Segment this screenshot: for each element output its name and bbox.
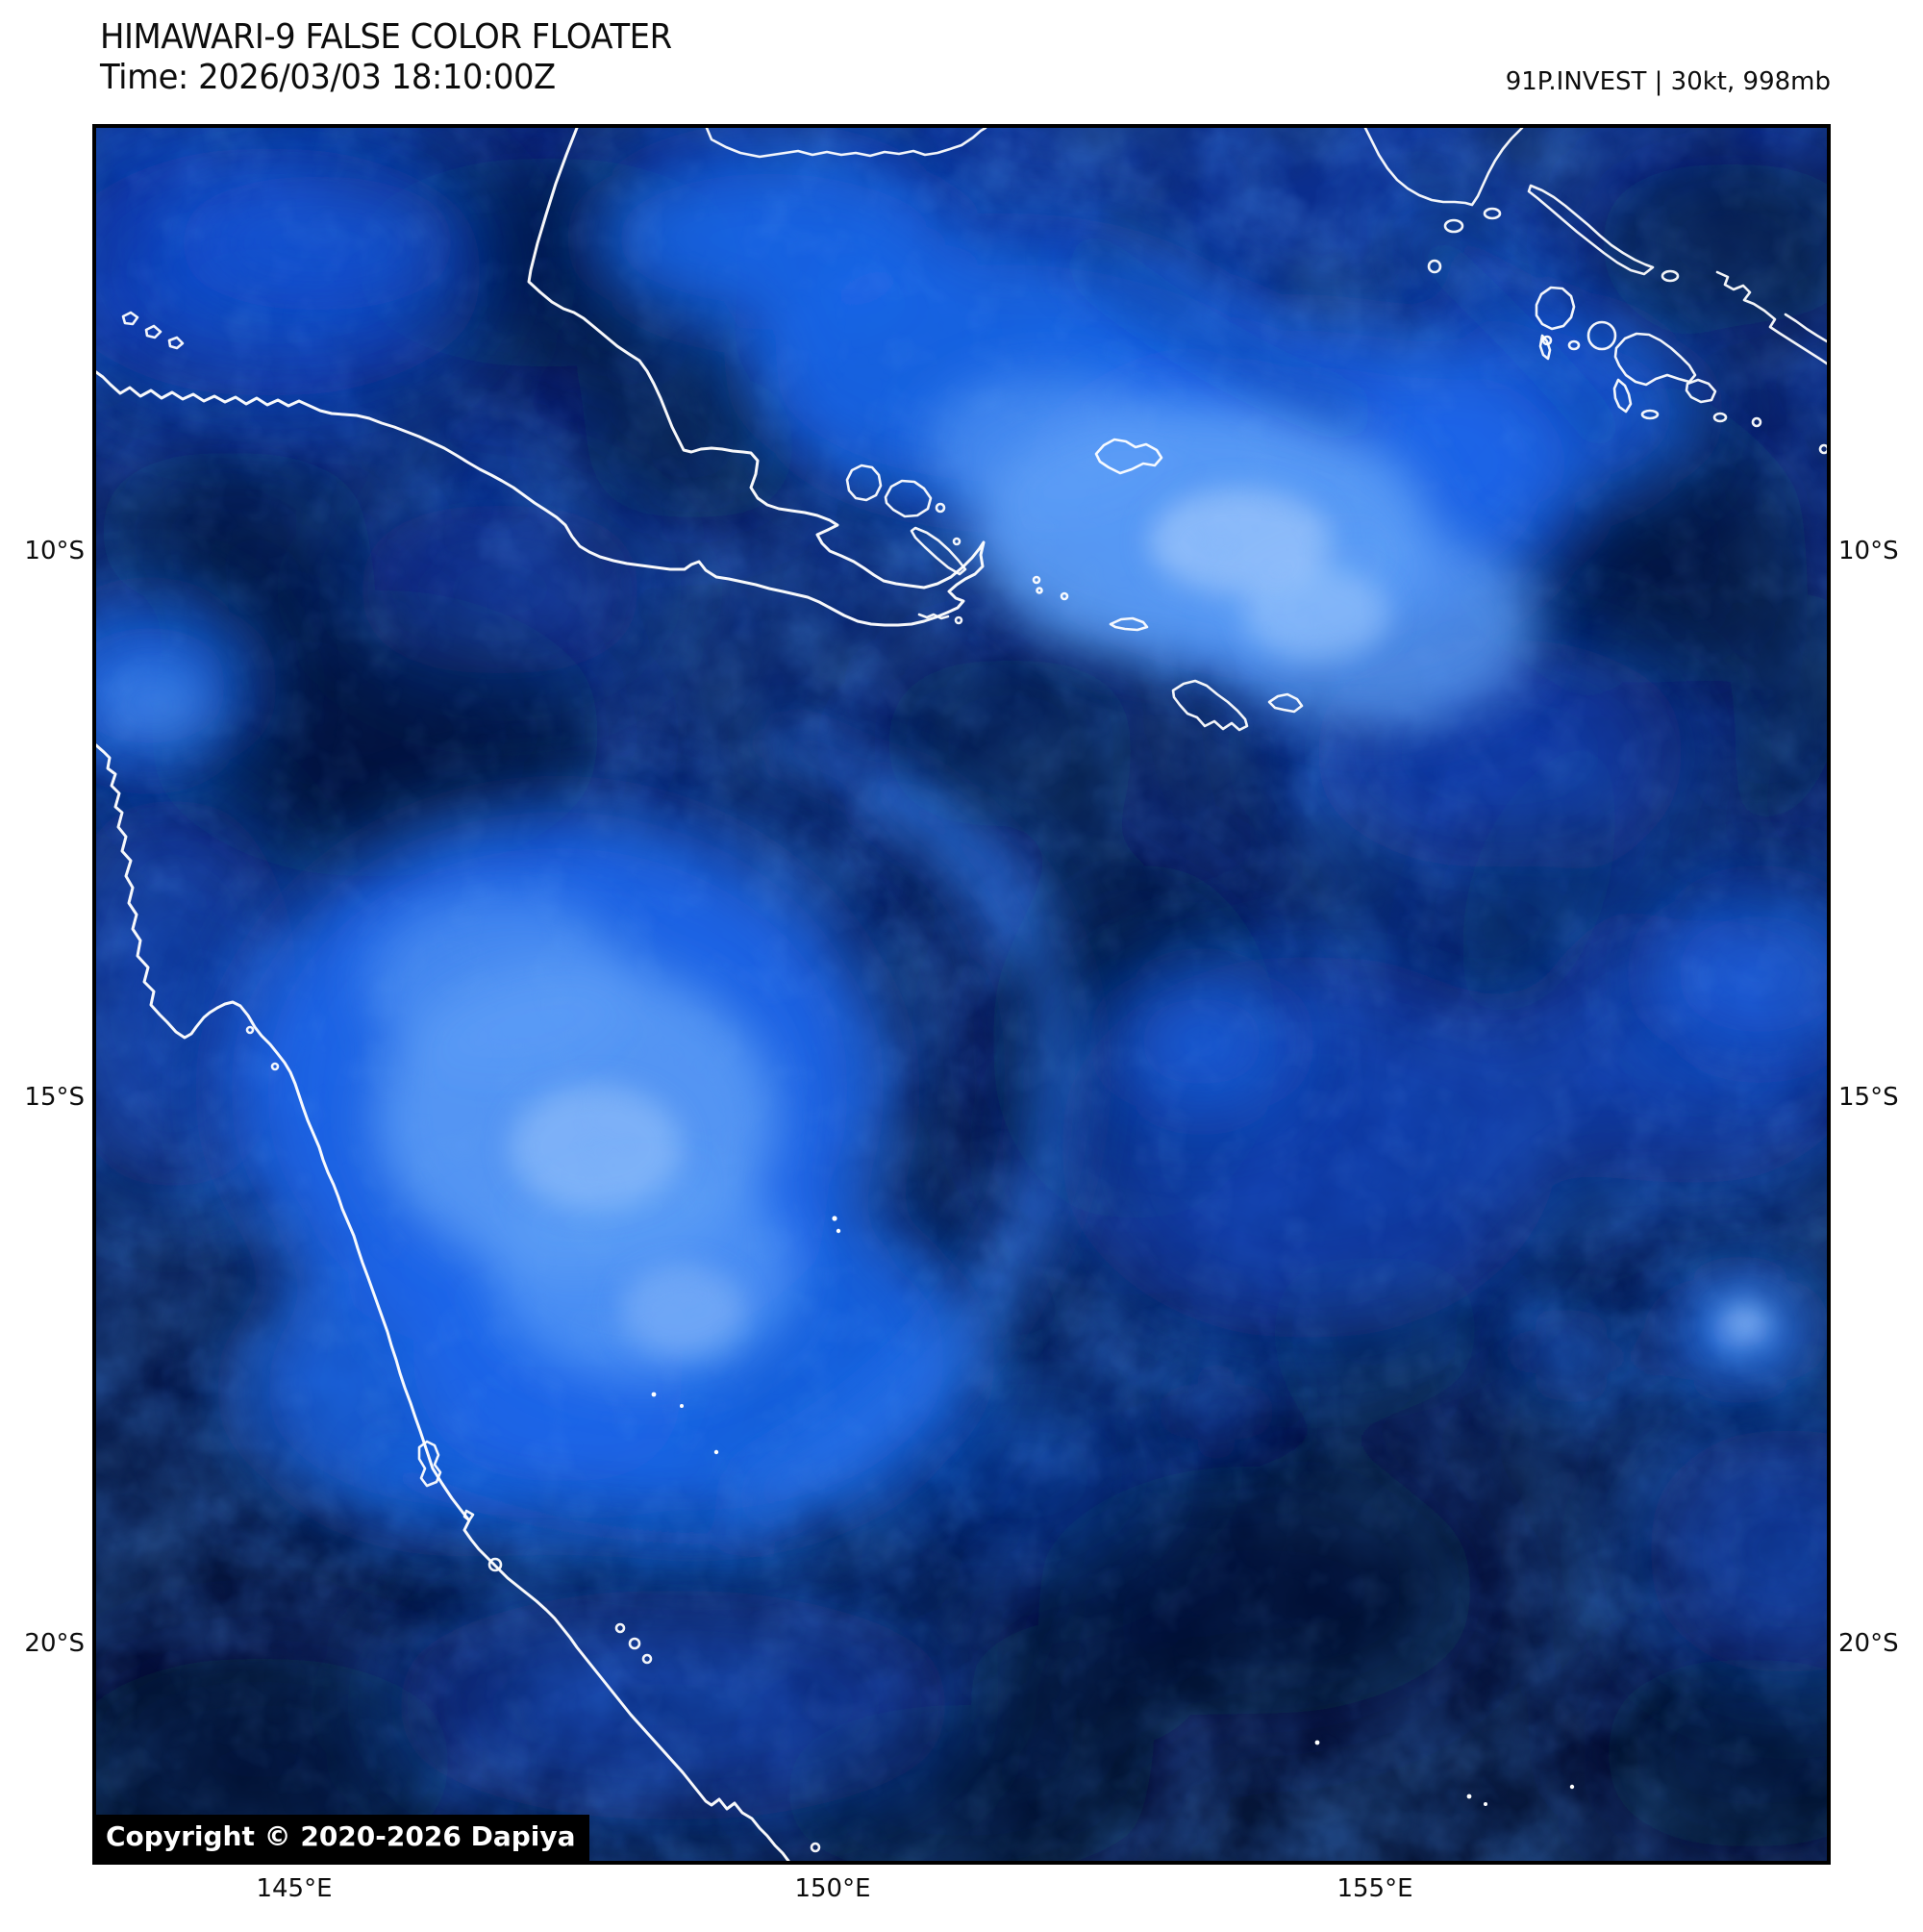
page-title: HIMAWARI-9 FALSE COLOR FLOATER <box>100 17 672 57</box>
island-ranongga <box>1538 334 1552 361</box>
cloud-texture-fine <box>96 128 1827 1861</box>
island-rossel <box>1267 692 1304 714</box>
island-vella-lavella <box>1535 286 1576 331</box>
lon-label-145e: 145°E <box>256 1874 333 1903</box>
islet-dobu <box>935 502 946 514</box>
island-small-east-choiseul <box>1661 269 1680 283</box>
copyright-badge: Copyright © 2020-2026 Dapiya <box>96 1815 589 1861</box>
island-kolombangara <box>1586 320 1617 351</box>
island-fergusson <box>884 479 933 518</box>
timestamp-label: Time: 2026/03/03 18:10:00Z <box>100 58 556 97</box>
islet-gizo <box>1567 339 1581 351</box>
satellite-map-figure: Copyright © 2020-2026 Dapiya <box>92 124 1831 1865</box>
coastlines <box>96 128 1827 1861</box>
island-woodlark <box>1094 438 1163 475</box>
islets-queensland <box>245 1025 821 1853</box>
islet-far-east-1 <box>1751 416 1762 428</box>
coastline-queensland <box>96 743 790 1861</box>
islet-sanaroa <box>952 537 962 546</box>
islet-sideia <box>954 615 963 625</box>
island-santa-isabel <box>1715 270 1827 365</box>
islet-tetepare <box>1640 409 1660 420</box>
lat-label-right-15s: 15°S <box>1838 1083 1899 1112</box>
island-misima <box>1109 616 1149 632</box>
islet-far-east-2 <box>1818 443 1827 455</box>
islets-samarai <box>917 613 950 620</box>
lat-label-left-20s: 20°S <box>24 1629 85 1658</box>
lat-label-right-10s: 10°S <box>1838 537 1899 565</box>
lat-label-right-20s: 20°S <box>1838 1629 1899 1658</box>
islet-gatokae <box>1712 412 1728 423</box>
islets-trobriand <box>1032 575 1069 601</box>
island-rendova <box>1612 378 1633 414</box>
lightning-dots <box>651 1216 1575 1806</box>
lon-label-155e: 155°E <box>1336 1874 1413 1903</box>
coastline-new-guinea <box>96 128 986 627</box>
coastline-bougainville <box>1363 128 1524 207</box>
island-tagula <box>1171 679 1249 732</box>
island-vangunu <box>1685 378 1717 404</box>
lat-label-left-15s: 15°S <box>24 1083 85 1112</box>
island-normanby <box>910 526 967 576</box>
islets-fly-delta <box>121 311 185 350</box>
islands-shortland <box>1427 207 1502 274</box>
lon-label-150e: 150°E <box>794 1874 871 1903</box>
island-goodenough <box>845 464 883 502</box>
island-choiseul <box>1527 184 1655 276</box>
coastline-new-britain <box>705 128 987 159</box>
island-santa-isabel-coast2 <box>1784 313 1827 343</box>
storm-info-label: 91P.INVEST | 30kt, 998mb <box>1505 67 1831 96</box>
satellite-image <box>96 128 1827 1861</box>
lat-label-left-10s: 10°S <box>24 537 85 565</box>
